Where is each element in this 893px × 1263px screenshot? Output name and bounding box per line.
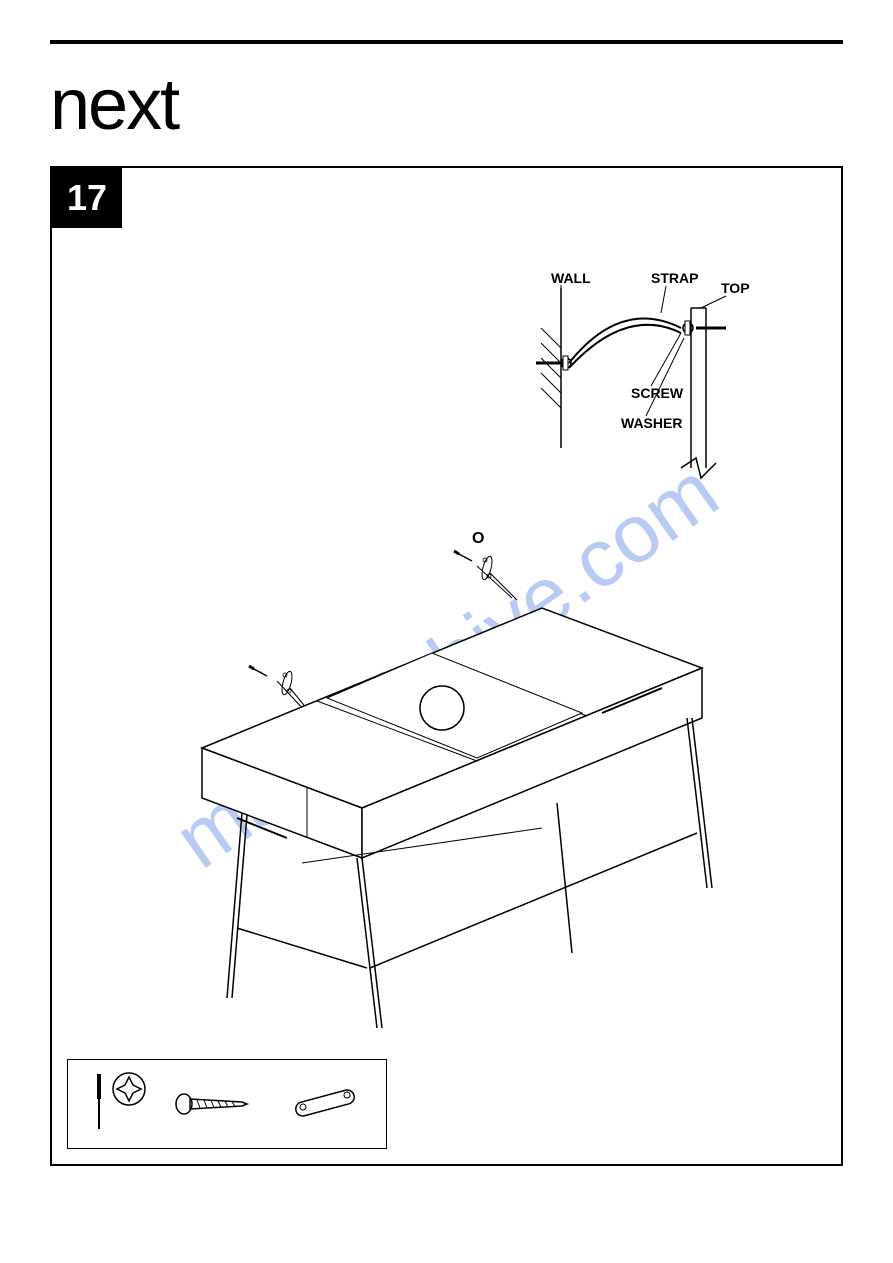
page-container: next 17 manualshive.com bbox=[0, 0, 893, 1263]
part-label-o: O bbox=[472, 530, 484, 547]
washer-label: WASHER bbox=[621, 415, 682, 431]
step-frame: 17 manualshive.com bbox=[50, 166, 843, 1166]
screwdriver-icon bbox=[89, 1069, 149, 1139]
strap-label: STRAP bbox=[651, 270, 698, 286]
strap-icon bbox=[285, 1084, 365, 1124]
furniture-diagram: O bbox=[132, 518, 782, 1038]
top-rule bbox=[50, 40, 843, 44]
brand-logo: next bbox=[50, 64, 843, 146]
tools-box bbox=[67, 1059, 387, 1149]
screw-icon bbox=[172, 1084, 262, 1124]
top-label: TOP bbox=[721, 280, 750, 296]
wall-label: WALL bbox=[551, 270, 591, 286]
step-number-badge: 17 bbox=[52, 168, 122, 228]
wall-attachment-detail: WALL STRAP TOP SCREW WASHER bbox=[481, 268, 781, 548]
